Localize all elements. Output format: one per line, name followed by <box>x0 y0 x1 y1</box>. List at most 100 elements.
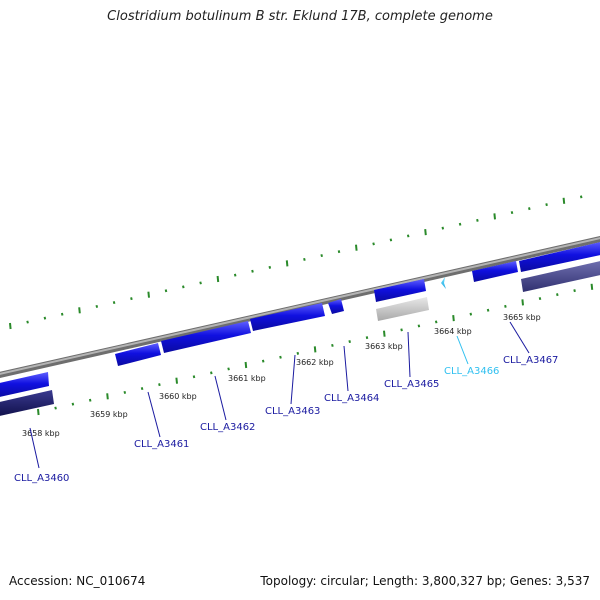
outer-tick <box>545 203 548 207</box>
gene-label-cll-a3467[interactable]: CLL_A3467 <box>503 355 558 366</box>
gene-feature-cll-a3467[interactable] <box>472 261 518 282</box>
inner-tick <box>158 383 161 387</box>
map-title: Clostridium botulinum B str. Eklund 17B,… <box>107 9 493 24</box>
tick-label: 3660 kbp <box>159 392 197 401</box>
inner-tick <box>175 377 178 384</box>
inner-tick <box>521 299 524 306</box>
outer-tick <box>199 281 202 285</box>
outer-tick <box>493 213 496 220</box>
outer-tick <box>441 226 445 230</box>
outer-tick <box>337 250 341 254</box>
genome-summary-text: Topology: circular; Length: 3,800,327 bp… <box>260 574 590 588</box>
inner-tick <box>434 320 438 324</box>
outer-tick <box>458 222 462 226</box>
gene-feature-right[interactable] <box>519 241 600 272</box>
inner-tick <box>486 308 490 312</box>
inner-tick-row <box>37 283 594 416</box>
outer-tick <box>285 260 289 267</box>
tick-label: 3665 kbp <box>503 313 541 322</box>
outer-tick <box>476 218 479 222</box>
inner-tick <box>313 346 317 353</box>
inner-tick <box>88 398 92 402</box>
gene-label-cll-a3462[interactable]: CLL_A3462 <box>200 422 255 433</box>
outer-tick <box>233 273 237 277</box>
outer-tick <box>510 211 514 215</box>
gene-feature-cll-a3466[interactable] <box>441 277 446 289</box>
scale-labels: 3658 kbp 3659 kbp 3660 kbp 3661 kbp 3662… <box>22 313 541 438</box>
outer-tick <box>372 242 375 246</box>
outer-tick <box>182 285 185 289</box>
inner-tick <box>452 315 455 322</box>
inner-tick <box>192 375 196 379</box>
outer-tick <box>112 301 116 305</box>
inner-tick <box>210 371 213 375</box>
gene-label-cll-a3466[interactable]: CLL_A3466 <box>444 366 499 377</box>
outer-tick <box>424 229 427 236</box>
label-leader-lines <box>29 321 530 469</box>
inner-tick <box>573 289 576 293</box>
inner-tick <box>365 336 369 340</box>
gene-feature-cll-a3461[interactable] <box>115 343 161 366</box>
gene-feature-cll-a3463[interactable] <box>250 303 325 331</box>
inner-tick <box>400 328 403 332</box>
outer-tick <box>251 269 254 273</box>
outer-tick-row <box>9 195 583 330</box>
inner-tick <box>71 402 75 406</box>
inner-tick <box>261 359 265 363</box>
inner-tick <box>331 343 334 347</box>
gene-features[interactable] <box>0 241 600 417</box>
gene-label-cll-a3463[interactable]: CLL_A3463 <box>265 406 320 417</box>
tick-label: 3658 kbp <box>22 429 60 438</box>
inner-tick <box>227 367 230 371</box>
outer-tick <box>9 322 12 330</box>
accession-text: Accession: NC_010674 <box>9 574 146 588</box>
gene-feature-cll-a3460[interactable] <box>0 372 49 398</box>
outer-tick <box>78 307 81 314</box>
outer-tick <box>303 257 306 261</box>
gene-feature-reverse-left[interactable] <box>0 390 54 417</box>
outer-tick <box>406 234 410 238</box>
outer-tick <box>389 238 393 242</box>
outer-tick <box>60 312 64 316</box>
gene-labels: CLL_A3460 CLL_A3461 CLL_A3462 CLL_A3463 … <box>14 355 558 484</box>
outer-tick <box>562 197 566 204</box>
gene-feature-cll-a3464[interactable] <box>328 299 344 314</box>
inner-tick <box>296 351 300 355</box>
inner-tick <box>504 304 507 308</box>
inner-tick <box>37 408 40 416</box>
outer-tick <box>95 304 99 308</box>
inner-tick <box>469 312 473 316</box>
inner-tick <box>556 293 559 297</box>
inner-tick <box>590 283 594 290</box>
inner-tick <box>538 297 542 301</box>
inner-tick <box>244 361 248 369</box>
gene-feature-cll-a3462[interactable] <box>161 321 251 353</box>
gene-label-cll-a3460[interactable]: CLL_A3460 <box>14 473 69 484</box>
tick-label: 3662 kbp <box>296 358 334 367</box>
gene-label-cll-a3465[interactable]: CLL_A3465 <box>384 379 439 390</box>
inner-tick <box>417 324 421 328</box>
gene-feature-grey[interactable] <box>376 297 429 321</box>
inner-tick <box>54 406 57 410</box>
gene-feature-reverse-right[interactable] <box>521 260 600 292</box>
inner-tick <box>348 340 351 344</box>
inner-tick <box>123 390 127 394</box>
inner-tick <box>140 387 144 391</box>
gene-label-cll-a3461[interactable]: CLL_A3461 <box>134 439 189 450</box>
tick-label: 3659 kbp <box>90 410 128 419</box>
outer-tick <box>528 207 531 211</box>
outer-tick <box>147 291 150 298</box>
outer-tick <box>579 195 583 199</box>
inner-tick <box>279 355 282 359</box>
tick-label: 3663 kbp <box>365 342 403 351</box>
tick-label: 3661 kbp <box>228 374 266 383</box>
outer-tick <box>268 265 272 269</box>
outer-tick <box>216 275 220 283</box>
outer-tick <box>320 254 323 258</box>
gene-feature-cll-a3465[interactable] <box>374 279 426 302</box>
outer-tick <box>164 289 168 293</box>
outer-tick <box>26 320 29 324</box>
tick-label: 3664 kbp <box>434 327 472 336</box>
gene-label-cll-a3464[interactable]: CLL_A3464 <box>324 393 379 404</box>
